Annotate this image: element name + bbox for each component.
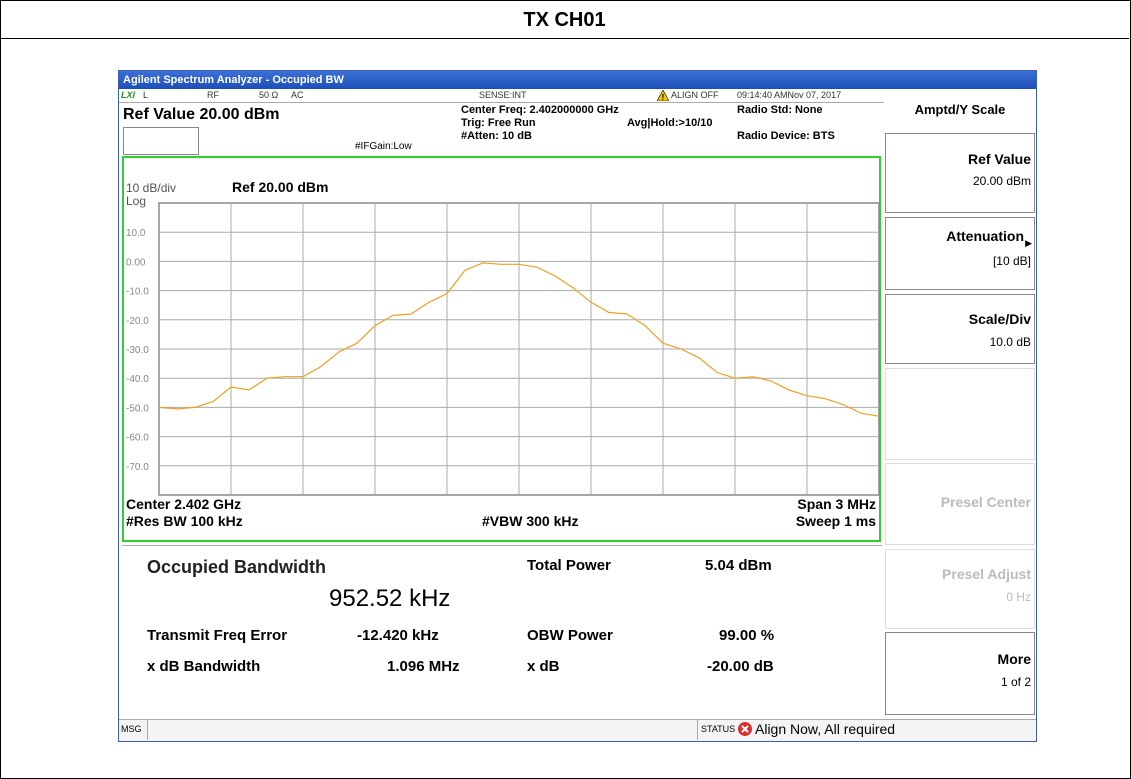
setting: #Atten: 10 dB <box>461 130 532 142</box>
y-tick-label: -40.0 <box>126 374 149 385</box>
softkey[interactable]: Ref Value 20.00 dBm <box>885 133 1035 213</box>
y-tick-label: 10.0 <box>126 228 146 239</box>
softkey-value: 10.0 dB <box>989 335 1031 349</box>
results-panel <box>122 545 882 718</box>
menu-title: Amptd/Y Scale <box>914 102 1006 117</box>
softkey-label: Scale/Div <box>968 311 1031 327</box>
result-label: Occupied Bandwidth <box>147 557 327 577</box>
setting: Avg|Hold:>10/10 <box>627 117 713 129</box>
ref-label: Ref 20.00 dBm <box>232 179 328 195</box>
page-title: TX CH01 <box>0 0 1129 39</box>
y-tick-label: -50.0 <box>126 403 149 414</box>
window-title: Agilent Spectrum Analyzer - Occupied BW <box>119 71 1036 89</box>
softkey-value: 1 of 2 <box>1000 675 1031 689</box>
status-item: RF <box>207 90 219 100</box>
result-label: OBW Power <box>527 627 613 644</box>
input-box <box>123 127 199 155</box>
status-item: L <box>143 90 149 100</box>
footer-label: Span 3 MHz <box>797 496 876 512</box>
softkey-blank <box>885 368 1035 460</box>
result-label: x dB <box>527 658 560 675</box>
setting: #IFGain:Low <box>355 141 412 152</box>
footer-label: #VBW 300 kHz <box>482 513 578 529</box>
log-label: Log <box>126 194 146 208</box>
softkey[interactable]: Presel Center <box>885 463 1035 545</box>
setting: Trig: Free Run <box>461 117 536 129</box>
graticule: 10 dB/div Log Ref 20.00 dBm Center 2.402… <box>122 156 881 542</box>
y-tick-label: -70.0 <box>126 462 149 473</box>
result-label: Transmit Freq Error <box>147 627 288 644</box>
divider <box>697 719 698 740</box>
status-item: ALIGN OFF <box>671 90 719 100</box>
y-tick-label: -30.0 <box>126 345 149 356</box>
softkey[interactable]: Scale/Div 10.0 dB <box>885 294 1035 364</box>
softkey-label: Presel Adjust <box>942 566 1031 582</box>
result-value: 952.52 kHz <box>329 585 451 612</box>
scale-label: 10 dB/div <box>126 181 176 195</box>
error-icon <box>738 722 752 736</box>
softkey-value: 0 Hz <box>1006 590 1031 604</box>
svg-text:!: ! <box>662 93 665 101</box>
footer-label: #Res BW 100 kHz <box>126 513 243 529</box>
softkey[interactable]: Attenuation ▶ [10 dB] <box>885 217 1035 290</box>
setting: Center Freq: 2.402000000 GHz <box>461 104 619 116</box>
warning-icon: ! <box>657 90 669 101</box>
status-item: 50 Ω <box>259 90 279 100</box>
status-item: AC <box>291 90 304 100</box>
softkey-menu: Amptd/Y Scale <box>885 90 1035 130</box>
setting: Radio Std: None <box>737 104 823 116</box>
softkey[interactable]: Presel Adjust 0 Hz <box>885 549 1035 629</box>
result-label: x dB Bandwidth <box>147 658 261 675</box>
softkey-label: Attenuation <box>946 228 1024 244</box>
y-tick-label: -10.0 <box>126 287 149 298</box>
result-value: -20.00 dB <box>707 658 774 675</box>
softkey-value: [10 dB] <box>992 254 1031 268</box>
footer-label: Sweep 1 ms <box>796 513 876 529</box>
y-tick-label: -60.0 <box>126 433 149 444</box>
softkey-label: Ref Value <box>967 151 1031 167</box>
result-label: Total Power <box>527 557 611 574</box>
arrow: ▶ <box>1025 238 1032 248</box>
result-value: 99.00 % <box>719 627 775 644</box>
analyzer-window: Agilent Spectrum Analyzer - Occupied BW … <box>118 70 1037 742</box>
divider <box>119 102 884 103</box>
ref-value: Ref Value 20.00 dBm <box>123 106 280 123</box>
y-tick-label: 0.00 <box>126 257 146 268</box>
status-bar <box>119 719 1036 741</box>
setting: Radio Device: BTS <box>737 130 835 142</box>
status-label: STATUS <box>701 724 736 734</box>
softkey-value: 20.00 dBm <box>972 174 1031 188</box>
result-value: -12.420 kHz <box>357 627 439 644</box>
softkey-label: More <box>997 651 1031 667</box>
status-item: 09:14:40 AMNov 07, 2017 <box>737 90 842 100</box>
trace <box>158 262 880 417</box>
msg-label: MSG <box>121 724 142 734</box>
divider <box>147 719 148 740</box>
y-tick-label: -20.0 <box>126 316 149 327</box>
status-item: SENSE:INT <box>479 90 527 100</box>
lxi-logo: LXI <box>121 90 136 100</box>
footer-label: Center 2.402 GHz <box>126 496 241 512</box>
softkey[interactable]: More 1 of 2 <box>885 632 1035 715</box>
status-message: Align Now, All required <box>755 721 896 737</box>
softkey-label: Presel Center <box>940 494 1031 510</box>
result-value: 1.096 MHz <box>387 658 460 675</box>
result-value: 5.04 dBm <box>705 557 772 574</box>
